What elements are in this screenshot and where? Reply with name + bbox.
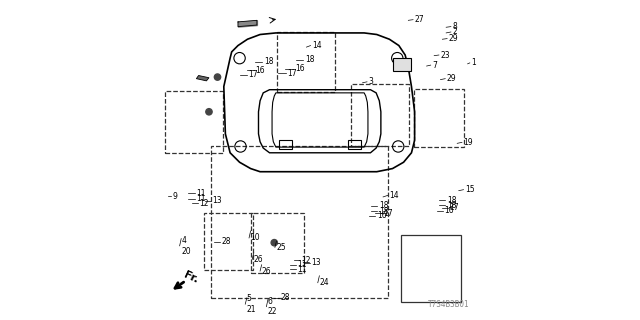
Polygon shape xyxy=(196,76,209,81)
Text: 7: 7 xyxy=(432,60,437,70)
Text: 18: 18 xyxy=(379,201,388,210)
Text: 15: 15 xyxy=(465,185,475,194)
Text: 16: 16 xyxy=(295,64,305,73)
Text: 9: 9 xyxy=(172,192,177,201)
Text: 18: 18 xyxy=(305,55,314,64)
Text: 28: 28 xyxy=(281,293,291,302)
Bar xyxy=(351,84,409,146)
Text: 1: 1 xyxy=(472,58,476,68)
Bar xyxy=(164,91,223,153)
Text: 11: 11 xyxy=(196,194,206,203)
Text: 16: 16 xyxy=(445,206,454,215)
Text: 17: 17 xyxy=(449,204,459,212)
Text: 2: 2 xyxy=(452,28,457,36)
Text: 27: 27 xyxy=(415,15,424,24)
Text: 17: 17 xyxy=(383,209,393,218)
Text: 17: 17 xyxy=(248,70,258,79)
Polygon shape xyxy=(392,58,412,71)
Circle shape xyxy=(206,108,212,115)
Text: 16: 16 xyxy=(377,212,387,220)
Text: 18: 18 xyxy=(447,201,456,210)
Text: 18: 18 xyxy=(264,58,273,67)
Bar xyxy=(251,213,304,273)
Text: 8: 8 xyxy=(452,22,457,31)
Bar xyxy=(413,89,464,147)
Text: T7S4B3B01: T7S4B3B01 xyxy=(428,300,470,309)
Text: 23: 23 xyxy=(440,51,450,60)
Text: 14: 14 xyxy=(389,191,399,200)
Text: 29: 29 xyxy=(447,74,456,83)
Text: 4
20: 4 20 xyxy=(181,236,191,256)
Bar xyxy=(211,147,388,298)
Text: 25: 25 xyxy=(276,243,286,252)
Text: 18: 18 xyxy=(379,207,388,216)
Text: 3: 3 xyxy=(369,77,374,86)
Text: 19: 19 xyxy=(463,138,473,147)
Text: 28: 28 xyxy=(221,237,231,246)
Text: 29: 29 xyxy=(449,34,458,43)
Text: 14: 14 xyxy=(312,41,322,50)
Bar xyxy=(204,213,253,270)
Bar xyxy=(276,32,335,92)
Text: 5
21: 5 21 xyxy=(247,294,257,314)
Text: 26: 26 xyxy=(254,255,264,264)
Text: 18: 18 xyxy=(447,196,456,204)
Bar xyxy=(348,140,361,149)
Text: 13: 13 xyxy=(212,196,221,205)
Text: 12: 12 xyxy=(200,199,209,208)
Text: 16: 16 xyxy=(255,66,265,75)
Text: 11: 11 xyxy=(298,260,307,269)
Text: 17: 17 xyxy=(287,69,297,78)
Circle shape xyxy=(271,240,277,246)
Bar xyxy=(279,140,292,149)
Text: 11: 11 xyxy=(298,265,307,274)
Text: 13: 13 xyxy=(311,258,321,267)
Text: 11: 11 xyxy=(196,189,206,198)
Text: Fr.: Fr. xyxy=(182,270,200,285)
Text: 10: 10 xyxy=(251,234,260,243)
Text: 6
22: 6 22 xyxy=(268,297,278,316)
Circle shape xyxy=(214,74,221,80)
Bar xyxy=(401,236,461,302)
Text: 24: 24 xyxy=(319,278,329,287)
Text: 26: 26 xyxy=(262,267,271,276)
Text: 12: 12 xyxy=(301,256,310,265)
